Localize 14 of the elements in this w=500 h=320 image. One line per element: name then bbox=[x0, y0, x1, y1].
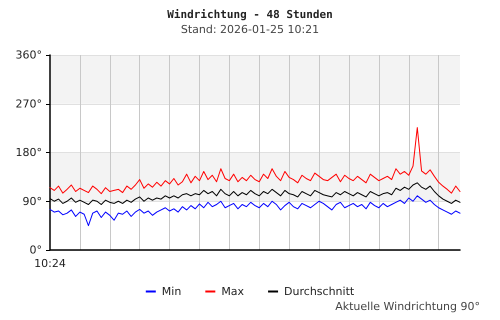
line-series bbox=[50, 195, 460, 226]
y-tick-label: 180° bbox=[16, 146, 42, 159]
legend-label: Min bbox=[162, 285, 182, 298]
y-tick-label: 0° bbox=[30, 244, 42, 256]
chart-subtitle: Stand: 2026-01-25 10:21 bbox=[180, 23, 320, 36]
text: Aktuelle Windrichtung 90° bbox=[335, 300, 480, 313]
chart-title: Windrichtung - 48 Stunden bbox=[167, 8, 333, 21]
line-series bbox=[50, 127, 460, 194]
x-tick-label: 10:24 bbox=[34, 257, 66, 270]
legend-label: Durchschnitt bbox=[284, 285, 355, 298]
legend-label: Max bbox=[221, 285, 245, 298]
y-tick-label: 90° bbox=[22, 194, 42, 208]
y-tick-label: 360° bbox=[16, 48, 42, 62]
y-tick-label: 270° bbox=[16, 97, 42, 110]
